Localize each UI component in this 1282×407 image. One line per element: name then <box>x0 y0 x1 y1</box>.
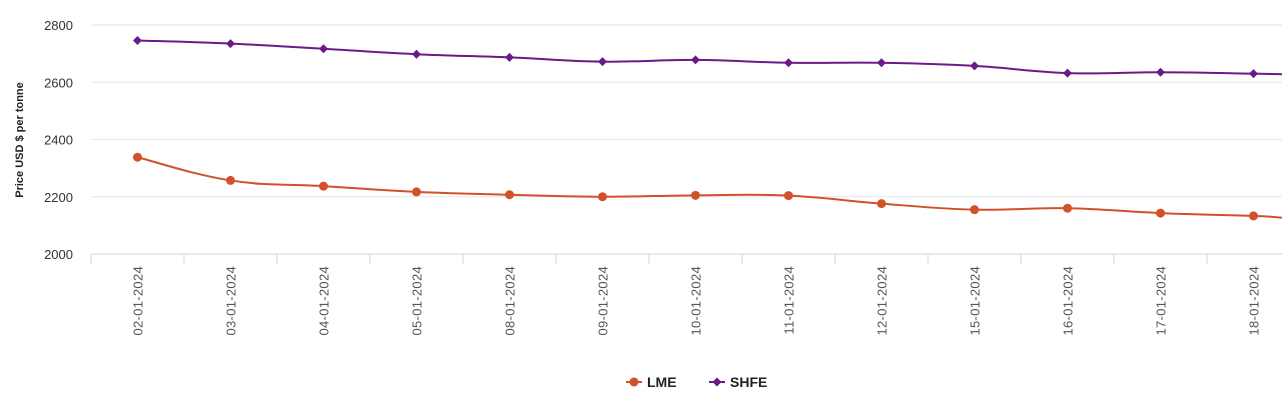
shfe-data-point <box>877 58 886 68</box>
legend-label-shfe: SHFE <box>730 374 767 390</box>
x-tick-label: 10-01-2024 <box>689 266 704 336</box>
x-tick-label: 12-01-2024 <box>875 266 890 336</box>
lme-data-point <box>505 190 514 200</box>
x-tick-label: 11-01-2024 <box>782 266 797 335</box>
legend-item-shfe: SHFE <box>709 374 767 390</box>
y-tick-label: 2200 <box>44 190 73 205</box>
lme-data-point <box>877 199 886 209</box>
shfe-data-point <box>598 57 607 67</box>
lme-data-point <box>133 152 142 162</box>
lme-data-point <box>319 181 328 191</box>
x-axis: 02-01-2024 03-01-2024 04-01-2024 05-01-2024… <box>90 253 1282 336</box>
lme-data-point <box>1249 211 1258 221</box>
shfe-data-point <box>1156 67 1165 77</box>
shfe-data-point <box>1249 69 1258 79</box>
x-tick-label: 15-01-2024 <box>968 266 983 336</box>
x-tick-label: 09-01-2024 <box>596 266 611 336</box>
x-tick-label: 02-01-2024 <box>131 266 146 336</box>
lme-series-line <box>137 156 1282 219</box>
y-axis-label: Price USD $ per tonne <box>14 82 26 198</box>
y-tick-label: 2600 <box>44 75 73 90</box>
shfe-data-point <box>970 61 979 71</box>
shfe-data-point <box>226 39 235 49</box>
lme-data-point <box>1063 203 1072 213</box>
x-tick-label: 18-01-2024 <box>1247 266 1262 336</box>
lme-data-point <box>226 175 235 185</box>
shfe-data-point <box>505 52 514 62</box>
y-tick-label: 2800 <box>44 18 73 33</box>
lme-data-point <box>598 192 607 202</box>
y-tick-label: 2400 <box>44 133 73 148</box>
lme-data-point <box>1156 208 1165 218</box>
x-tick-label: 17-01-2024 <box>1154 266 1169 336</box>
legend-label-lme: LME <box>647 374 677 390</box>
y-tick-label: 2000 <box>44 247 73 262</box>
shfe-data-point <box>412 49 421 59</box>
lme-data-point <box>412 187 421 197</box>
x-tick-label: 04-01-2024 <box>317 266 332 336</box>
grid-lines <box>91 24 1282 198</box>
x-tick-label: 08-01-2024 <box>503 266 518 336</box>
shfe-data-point <box>784 58 793 68</box>
y-axis: 2000 2200 2400 2600 2800 <box>44 18 73 262</box>
x-tick-label: 03-01-2024 <box>224 266 239 336</box>
x-tick-label: 16-01-2024 <box>1061 266 1076 336</box>
lme-data-point <box>691 190 700 200</box>
shfe-series-line <box>137 39 1282 76</box>
shfe-data-point <box>691 55 700 65</box>
legend-item-lme: LME <box>626 374 677 390</box>
x-tick-label: 05-01-2024 <box>410 266 425 336</box>
shfe-data-point <box>133 35 142 45</box>
shfe-data-point <box>319 44 328 54</box>
legend-marker-lme <box>629 377 639 387</box>
legend: LME SHFE <box>626 374 767 390</box>
lme-data-point <box>970 205 979 215</box>
series-lines <box>133 35 1282 221</box>
lme-data-point <box>784 191 793 201</box>
legend-marker-shfe <box>712 377 722 387</box>
shfe-data-point <box>1063 68 1072 78</box>
